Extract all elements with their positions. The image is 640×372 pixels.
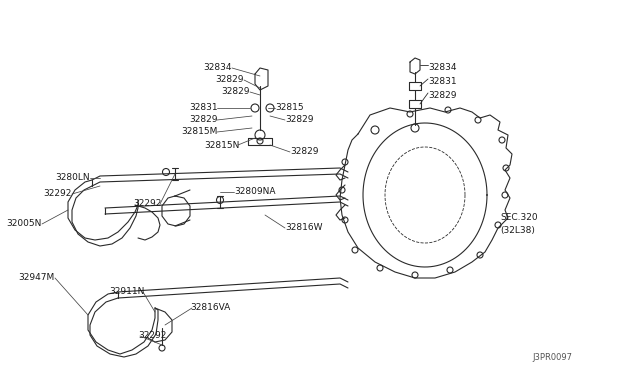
Text: 32829: 32829 (285, 115, 314, 125)
Text: 32815: 32815 (275, 103, 303, 112)
Text: 32815N: 32815N (205, 141, 240, 150)
Text: 32815M: 32815M (182, 128, 218, 137)
Text: 32829: 32829 (216, 76, 244, 84)
Text: 32829: 32829 (290, 148, 319, 157)
Text: 32911N: 32911N (109, 288, 145, 296)
Text: 32829: 32829 (428, 92, 456, 100)
Text: 32831: 32831 (189, 103, 218, 112)
Text: 32834: 32834 (428, 64, 456, 73)
Text: J3PR0097: J3PR0097 (532, 353, 572, 362)
Text: 32292: 32292 (44, 189, 72, 199)
Text: 32292: 32292 (138, 331, 166, 340)
Text: 32947M: 32947M (19, 273, 55, 282)
Text: 32292: 32292 (134, 199, 162, 208)
Text: 3280LN: 3280LN (56, 173, 90, 183)
Text: 32834: 32834 (204, 64, 232, 73)
Text: SEC.320: SEC.320 (500, 214, 538, 222)
Text: (32L38): (32L38) (500, 225, 535, 234)
Text: 32831: 32831 (428, 77, 456, 87)
Text: 32829: 32829 (221, 87, 250, 96)
Text: 32829: 32829 (189, 115, 218, 125)
Text: 32809NA: 32809NA (234, 187, 275, 196)
Text: 32005N: 32005N (6, 219, 42, 228)
Text: 32816VA: 32816VA (190, 304, 230, 312)
Text: 32816W: 32816W (285, 224, 323, 232)
